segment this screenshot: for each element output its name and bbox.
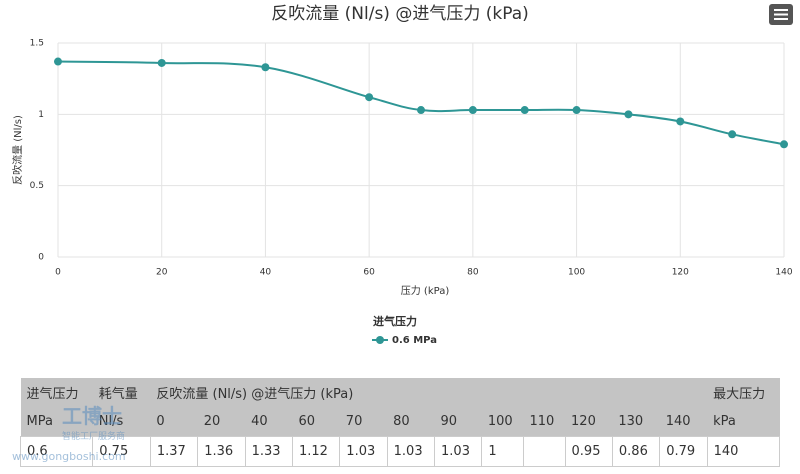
chart: 反吹流量 (Nl/s) @进气压力 (kPa) 反吹流量 (Nl/s) 压力 (… [11,4,793,346]
point [157,58,166,67]
point [624,110,633,119]
table-cell: 20 [197,407,246,437]
table-cell: 140 [659,407,708,437]
x-tick-label: 140 [775,268,792,278]
table-cell: 140 [706,436,781,467]
table-row: MPa Nl/s 0 20 40 60 70 80 90 100 110 120 130 140 kPa [20,407,780,437]
table-cell: 80 [387,407,435,437]
table-cell: 反吹流量 (Nl/s) @进气压力 (kPa) [150,378,708,407]
table-cell: 1.33 [244,436,293,467]
x-tick-label: 80 [467,268,479,278]
table-cell: 0.75 [92,436,151,467]
point [520,106,529,115]
point [261,63,270,72]
series-line [57,60,785,146]
table-cell: 130 [612,407,660,437]
point [54,57,62,66]
legend-title: 进气压力 [373,314,417,328]
point [572,106,581,115]
x-tick-label: 40 [260,268,272,278]
y-tick-label: 0.5 [30,181,44,191]
menu-bar [774,13,788,16]
y-axis-label: 反吹流量 (Nl/s) [11,115,24,185]
table-cell: 120 [565,407,613,437]
table-cell: 进气压力 [20,378,93,407]
y-tick-label: 1.5 [30,39,44,49]
point [365,93,374,102]
y-tick-label: 0 [38,253,44,263]
table-row: 0.6 0.75 1.37 1.36 1.33 1.12 1.03 1.03 1.03 1 0.95… [19,436,781,467]
table-cell: 40 [245,407,293,437]
point [676,117,685,126]
table-cell: kPa [707,407,780,437]
table-cell: 1 [481,436,524,467]
table-cell: 1.12 [291,436,341,467]
table-cell: 110 [523,407,566,437]
x-tick-label: 100 [568,268,585,278]
menu-button[interactable] [769,4,793,25]
legend-marker [376,336,384,344]
x-tick-label: 0 [55,268,61,278]
table-cell: 1.03 [339,436,388,467]
y-tick-label: 1 [38,110,44,120]
table-cell: Nl/s [92,407,151,437]
point [728,130,737,139]
table-cell: 0.6 [19,436,94,467]
x-tick-label: 60 [363,268,375,278]
spec-table: 进气压力 耗气量 反吹流量 (Nl/s) @进气压力 (kPa) 最大压力 MPa Nl/… [19,378,781,467]
table-cell: 耗气量 [92,378,151,407]
point [468,106,477,115]
legend-label: 0.6 MPa [392,335,437,346]
table-cell: 60 [292,407,340,437]
x-tick-label: 20 [156,268,168,278]
table-cell: 0.79 [659,436,708,467]
table-cell: 1.37 [149,436,199,467]
table-cell: 90 [434,407,482,437]
table-cell: 100 [481,407,524,437]
table-cell: 70 [339,407,388,437]
chart-title: 反吹流量 (Nl/s) @进气压力 (kPa) [271,4,529,24]
table-cell [522,436,566,467]
table-cell: 1.03 [434,436,483,467]
point [780,140,788,149]
x-tick-label: 120 [672,268,689,278]
menu-bar [774,18,788,20]
menu-bar [774,9,788,11]
table-row: 进气压力 耗气量 反吹流量 (Nl/s) @进气压力 (kPa) 最大压力 [20,378,780,407]
table-cell: 0.95 [564,436,613,467]
point [417,106,425,115]
table-cell: 1.36 [197,436,246,467]
table-cell: 0.86 [611,436,661,467]
x-axis-label: 压力 (kPa) [401,284,450,297]
table-cell: 最大压力 [707,378,780,407]
table-cell: MPa [20,407,93,437]
table-cell: 0 [150,407,198,437]
table-cell: 1.03 [386,436,436,467]
